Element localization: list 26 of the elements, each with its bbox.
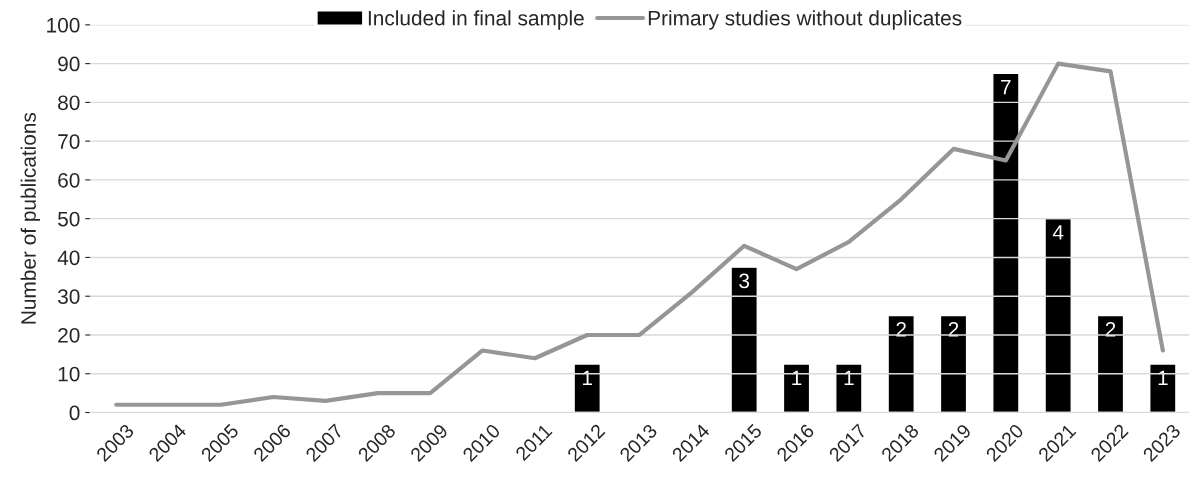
y-tick-label: 0	[69, 405, 80, 421]
y-axis-title: Number of publications	[20, 112, 41, 324]
bar	[939, 314, 968, 413]
y-tick-label: 100	[47, 17, 80, 33]
y-tick-label: 60	[58, 172, 80, 188]
y-tick-label: 80	[58, 95, 80, 111]
y-tick-label: 50	[58, 211, 80, 227]
y-tick-label: 40	[57, 250, 80, 266]
bar	[1044, 217, 1072, 413]
y-tick-label: 20	[58, 327, 80, 343]
y-tick-label: 90	[58, 56, 80, 72]
legend-label: Included in final sample	[368, 10, 584, 30]
data-label: 7	[1001, 79, 1011, 95]
bar	[1096, 314, 1125, 413]
data-label: 4	[1052, 225, 1064, 240]
data-label: 2	[1105, 321, 1116, 337]
y-tick-label: 30	[57, 289, 80, 304]
bar	[730, 266, 758, 413]
y-tick-label: 70	[58, 134, 80, 149]
y-tick-label: 10	[58, 366, 80, 382]
data-label: 3	[739, 273, 750, 289]
bar	[887, 314, 915, 413]
data-label: 2	[896, 321, 906, 337]
data-label: 2	[948, 321, 959, 337]
bar	[992, 72, 1020, 413]
legend-label: Primary studies without duplicates	[648, 10, 962, 30]
